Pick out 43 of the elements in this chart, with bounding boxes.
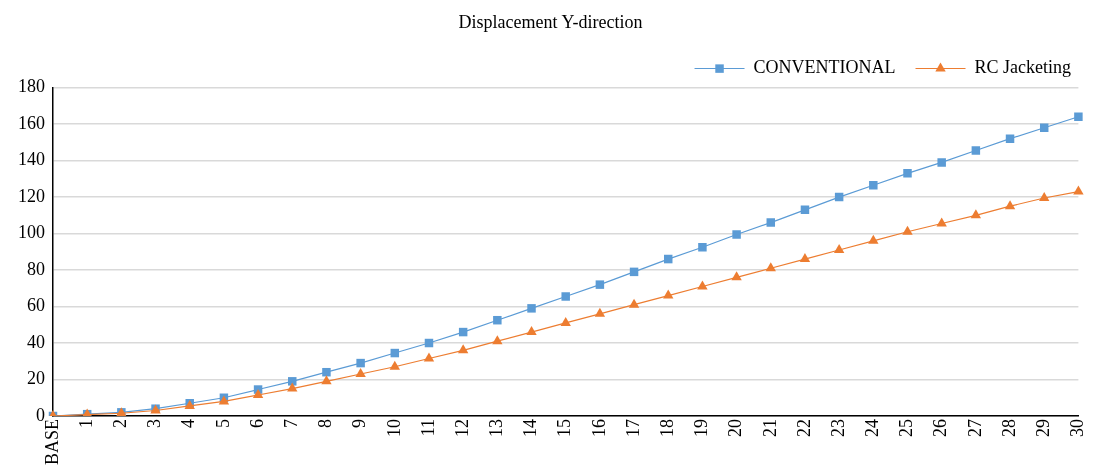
y-tick-label: 40 xyxy=(27,331,45,352)
legend-label: CONVENTIONAL xyxy=(753,57,896,78)
x-tick-label: 4 xyxy=(178,418,199,428)
x-tick-label: 18 xyxy=(656,418,677,437)
x-tick-label: 20 xyxy=(725,418,746,437)
y-tick-label: 0 xyxy=(36,404,45,425)
x-tick-label: 11 xyxy=(417,418,438,437)
y-tick-label: 60 xyxy=(27,295,45,316)
y-tick-label: 120 xyxy=(18,185,45,206)
x-tick-label: 6 xyxy=(246,418,267,428)
x-tick-label: 24 xyxy=(862,418,883,437)
x-tick-label: 28 xyxy=(998,418,1019,437)
y-tick-label: 100 xyxy=(18,222,45,243)
x-tick-label: 14 xyxy=(520,418,541,437)
x-tick-label: 3 xyxy=(144,418,165,428)
x-tick-label: 12 xyxy=(451,418,472,437)
x-tick-label: 7 xyxy=(280,418,301,428)
y-tick-label: 180 xyxy=(18,76,45,97)
x-tick-label: 21 xyxy=(759,418,780,437)
x-tick-label: 5 xyxy=(212,418,233,428)
x-tick-label: 9 xyxy=(349,418,370,428)
legend-label: RC Jacketing xyxy=(974,57,1072,78)
x-tick-label: 16 xyxy=(588,418,609,437)
x-tick-label: 8 xyxy=(315,418,336,428)
x-tick-label: 23 xyxy=(827,418,848,437)
x-tick-label: 29 xyxy=(1032,418,1053,437)
y-tick-label: 140 xyxy=(18,149,45,170)
x-tick-label: 15 xyxy=(554,418,575,437)
x-tick-label: 22 xyxy=(793,418,814,437)
x-tick-label: 30 xyxy=(1067,418,1088,437)
x-tick-label: 17 xyxy=(622,418,643,437)
y-tick-label: 160 xyxy=(18,112,45,133)
x-tick-label: 2 xyxy=(110,418,131,428)
x-tick-label: 1 xyxy=(75,418,96,428)
x-tick-label: 25 xyxy=(896,418,917,437)
y-tick-label: 20 xyxy=(27,368,45,389)
x-tick-label: 26 xyxy=(930,418,951,437)
x-tick-label: 19 xyxy=(691,418,712,437)
y-tick-label: 80 xyxy=(27,258,45,279)
x-tick-label: 13 xyxy=(486,418,507,437)
x-tick-label: 10 xyxy=(383,418,404,437)
chart-title: Displacement Y-direction xyxy=(458,11,643,32)
x-tick-label: 27 xyxy=(964,418,985,437)
